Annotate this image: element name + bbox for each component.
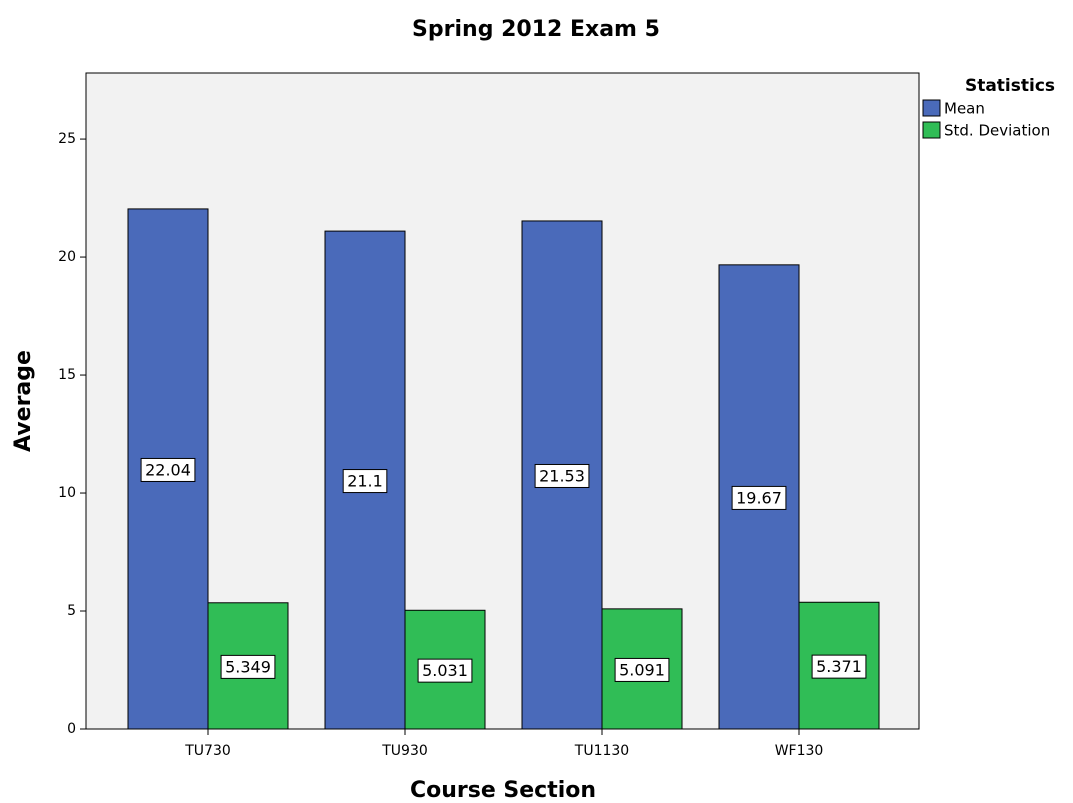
- y-tick-label: 20: [58, 249, 76, 265]
- value-label-box: [342, 469, 388, 494]
- y-tick-label: 10: [58, 485, 76, 501]
- value-label-box: [731, 485, 787, 510]
- value-label: 21.53: [539, 466, 585, 485]
- value-label-box: [220, 654, 276, 679]
- legend-swatch: [922, 121, 941, 139]
- chart-title: Spring 2012 Exam 5: [412, 17, 660, 42]
- y-tick-label: 15: [58, 367, 76, 383]
- legend-label: Std. Deviation: [944, 122, 1050, 140]
- value-label: 19.67: [736, 488, 782, 507]
- value-label-box: [417, 658, 473, 683]
- value-label-box: [534, 463, 590, 488]
- value-label-box: [140, 457, 196, 482]
- value-label-box: [614, 657, 670, 682]
- x-tick-label: TU930: [381, 743, 428, 759]
- value-label: 5.031: [422, 661, 468, 680]
- legend-title: Statistics: [965, 76, 1055, 96]
- value-label: 5.091: [619, 660, 665, 679]
- legend-label: Mean: [944, 100, 985, 118]
- value-label: 22.04: [145, 460, 191, 479]
- x-tick-label: WF130: [775, 743, 824, 759]
- x-axis-label: Course Section: [410, 778, 596, 803]
- value-label: 21.1: [347, 472, 383, 491]
- value-label: 5.349: [225, 657, 271, 676]
- value-label: 5.371: [816, 657, 862, 676]
- x-tick-label: TU1130: [574, 743, 629, 759]
- legend-swatch: [922, 99, 941, 117]
- y-tick-label: 25: [58, 131, 76, 147]
- y-tick-label: 0: [67, 721, 76, 737]
- x-tick-label: TU730: [184, 743, 231, 759]
- y-tick-label: 5: [67, 603, 76, 619]
- y-axis-label: Average: [11, 350, 36, 452]
- value-label-box: [811, 654, 867, 679]
